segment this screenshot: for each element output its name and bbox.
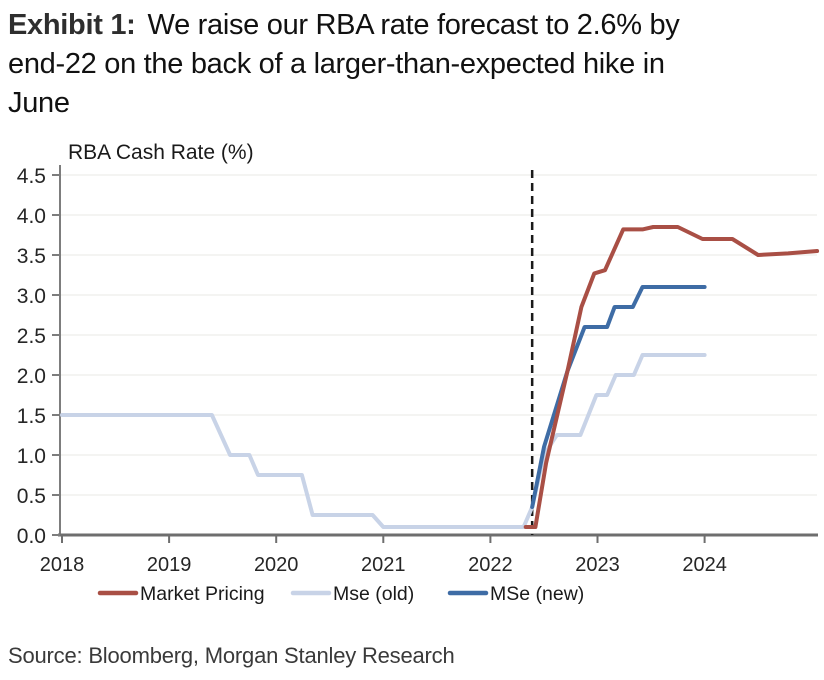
series-mse-old (60, 353, 707, 529)
y-tick-label-4.5: 4.5 (17, 165, 46, 188)
legend-label-market-pricing: Market Pricing (140, 583, 265, 605)
exhibit-label: Exhibit 1: (8, 9, 136, 41)
legend-label-mse-new: MSe (new) (490, 583, 584, 605)
series-market-pricing (523, 225, 820, 529)
source-text: Source: Bloomberg, Morgan Stanley Resear… (8, 643, 455, 668)
rba-cash-rate-chart: 0.0 0.5 1.0 1.5 2.0 2.5 3.0 3.5 4.0 4.5 2018 2019 20… (17, 141, 820, 605)
exhibit-title: Exhibit 1: We raise our RBA rate forecast… (8, 6, 820, 123)
x-tick-label-2024: 2024 (682, 554, 727, 576)
title-line-2: end-22 on the back of a larger-than-expe… (8, 48, 665, 80)
y-tick-label-1.0: 1.0 (17, 445, 46, 468)
chart-axis-title: RBA Cash Rate (%) (68, 141, 254, 164)
legend-label-mse-old: Mse (old) (333, 583, 414, 605)
y-tick-label-4.0: 4.0 (17, 205, 46, 228)
y-tick-label-2.5: 2.5 (17, 325, 46, 348)
x-tick-label-2018: 2018 (40, 554, 85, 576)
x-tick-label-2023: 2023 (575, 554, 620, 576)
x-tick-label-2021: 2021 (361, 554, 406, 576)
y-tick-label-1.5: 1.5 (17, 405, 46, 428)
title-line-1: We raise our RBA rate forecast to 2.6% b… (147, 9, 680, 41)
series-mse-new (530, 285, 707, 509)
y-tick-label-0.5: 0.5 (17, 485, 46, 508)
x-tick-label-2019: 2019 (147, 554, 192, 576)
y-tick-label-3.0: 3.0 (17, 285, 46, 308)
x-tick-label-2022: 2022 (468, 554, 513, 576)
x-tick-label-2020: 2020 (254, 554, 299, 576)
y-tick-label-2.0: 2.0 (17, 365, 46, 388)
y-tick-label-0.0: 0.0 (17, 525, 46, 548)
title-line-3: June (8, 87, 70, 119)
y-tick-label-3.5: 3.5 (17, 245, 46, 268)
